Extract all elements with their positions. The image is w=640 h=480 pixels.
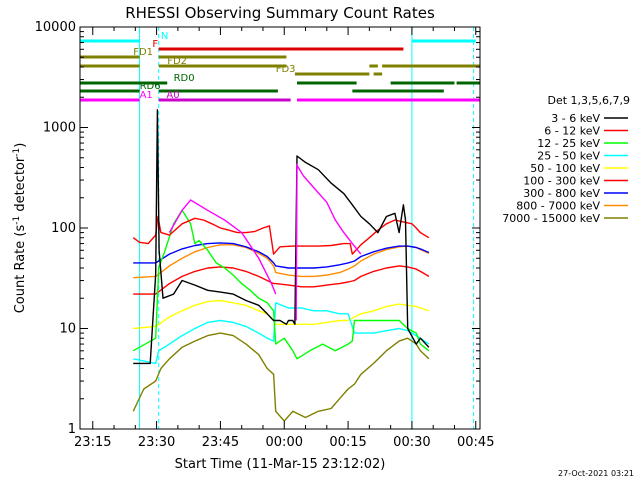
series-line [132,215,430,255]
series-line [133,265,430,295]
y-tick-label: 1000 [43,121,76,136]
axes-layer: 23:15 23:30 23:45 00:00 00:15 00:30 00:45 1 10 10… [35,20,495,450]
flag-label: A0 [166,90,179,101]
flag-label: RD6 [140,81,161,92]
series-line [133,244,430,279]
legend-label: 6 - 12 keV [544,125,600,138]
x-tick-label: 00:00 [266,435,303,450]
x-tick-label: 23:15 [74,435,111,450]
legend-label: 12 - 25 keV [537,137,600,150]
legend-label: 7000 - 15000 keV [502,212,600,225]
series-line [132,332,430,422]
y-tick-label: 1 [68,422,76,437]
x-tick-label: 00:15 [329,435,366,450]
series-line [133,109,430,365]
legend-label: 800 - 7000 keV [516,200,600,213]
y-tick-label: 100 [51,221,76,236]
x-tick-label: 00:45 [457,435,494,450]
legend-label: 100 - 300 keV [523,175,600,188]
y-tick-label: 10 [59,322,76,337]
date-stamp: 27-Oct-2021 03:21 [558,469,634,478]
flag-label: A1 [140,90,153,101]
legend-label: 3 - 6 keV [551,112,600,125]
flag-label: FD1 [133,47,153,58]
flag-label: FD2 [167,56,187,67]
flag-label: F [152,39,158,50]
series-line [133,242,430,269]
x-axis-label: Start Time (11-Mar-15 23:12:02) [175,457,386,472]
attenuator-trace [295,162,362,321]
y-axis-label: Count Rate (s-1 detector-1) [12,143,28,314]
legend-title: Det 1,3,5,6,7,9 [547,94,630,107]
legend-label: 50 - 100 keV [530,162,600,175]
data-layer [132,27,475,429]
series-line [132,209,430,360]
y-tick-label: 10000 [35,20,76,35]
attenuator-trace [168,199,277,295]
x-tick-label: 00:30 [393,435,430,450]
legend-label: 25 - 50 keV [537,150,600,163]
chart-title: RHESSI Observing Summary Count Rates [125,4,435,22]
series-line [133,302,430,365]
x-tick-label: 23:30 [138,435,175,450]
flag-label: RD0 [174,73,195,84]
x-tick-label: 23:45 [202,435,239,450]
flag-label: FD3 [276,64,296,75]
legend-label: 300 - 800 keV [523,187,600,200]
flag-label: N [161,31,168,42]
